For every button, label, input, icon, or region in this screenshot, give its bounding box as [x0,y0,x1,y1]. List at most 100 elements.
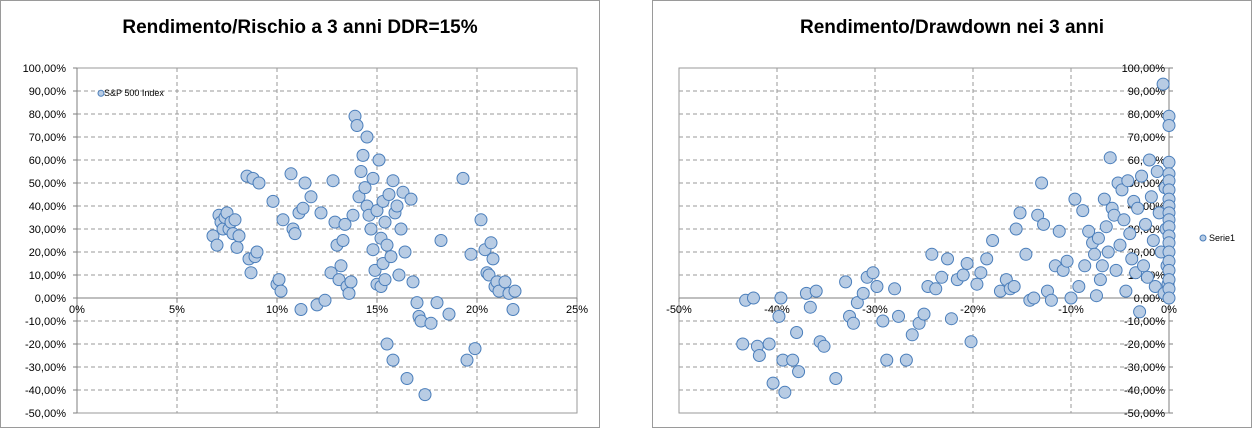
data-point [1089,289,1103,303]
data-point [1035,176,1049,190]
data-point [1060,254,1074,268]
data-point [350,119,364,132]
data-point [486,252,500,266]
data-point [410,296,424,310]
data-point [382,188,396,201]
data-point [1082,224,1096,238]
y-tick-label: 60,00% [29,155,67,167]
data-point [772,309,786,323]
data-point [1097,192,1111,206]
data-point [929,282,943,296]
data-point [870,280,884,293]
data-point [266,194,280,208]
data-point [1093,273,1107,287]
data-point [456,171,470,185]
chart-title: Rendimento/Drawdown nei 3 anni [799,17,1105,38]
data-point [288,227,302,241]
data-point [1037,217,1051,231]
data-point [866,266,880,280]
legend-marker [1199,234,1207,242]
data-point [294,303,308,316]
data-point [334,259,348,273]
data-point [980,252,994,266]
data-point [809,284,823,298]
x-tick-label: 25% [566,304,588,316]
data-point [366,171,380,185]
data-point [803,300,817,314]
data-point [1162,155,1176,169]
data-point [484,236,498,250]
x-tick-label: -10% [1058,304,1084,316]
data-point [274,284,288,298]
chart-panel-drawdown: Rendimento/Drawdown nei 3 anni -50% -40% -… [652,0,1252,428]
data-point [276,213,290,227]
data-point [1076,204,1090,218]
chart-title: Rendimento/Rischio a 3 anni DDR=15% [122,17,478,38]
data-point [899,353,913,367]
data-point [1064,291,1078,305]
data-point [1137,259,1151,273]
data-point [314,206,328,220]
data-point [944,312,958,326]
legend-entry: S&P 500 Index [104,88,164,98]
data-point [378,215,392,229]
data-point [925,247,939,261]
data-point [1156,77,1170,91]
data-point [1135,169,1149,183]
data-point [905,328,919,342]
data-point [342,286,356,300]
data-point [839,275,853,289]
data-point [1078,259,1092,273]
data-point [468,342,482,356]
plot-area [76,67,578,414]
data-point [366,243,380,257]
data-point [380,337,394,351]
data-point [974,266,988,280]
data-point [1162,291,1176,305]
data-point [1150,165,1164,178]
data-point [244,266,258,280]
data-point [790,326,804,339]
data-point [354,165,368,178]
data-point [474,213,488,227]
y-tick-label: 90,00% [29,86,67,98]
data-point [1119,284,1133,298]
data-point [434,234,448,247]
data-point [386,174,400,188]
data-point [346,208,360,222]
data-point [1131,201,1145,215]
y-tick-label: -20,00% [25,339,66,351]
x-tick-label: -50% [666,304,692,316]
data-points [97,89,522,402]
data-point [986,234,1000,247]
data-point [1109,263,1123,277]
data-point [1138,217,1152,231]
data-point [935,270,949,284]
data-point [400,372,414,385]
data-point [964,335,978,349]
data-point [498,275,512,289]
data-point [430,296,444,310]
data-point [1088,247,1102,261]
data-point [272,273,286,287]
data-point [250,245,264,259]
data-point [1099,220,1113,234]
data-point [1162,119,1176,132]
data-point [390,199,404,213]
data-point [1007,280,1021,293]
y-tick-label: 100,00% [23,63,67,75]
data-point [1013,206,1027,220]
data-point [284,167,298,181]
data-point [460,353,474,367]
data-point [344,275,358,289]
data-point [230,240,244,254]
data-point [1148,280,1162,293]
data-point [1117,213,1131,227]
data-point [880,353,894,367]
data-point [960,257,974,270]
data-point [318,293,332,307]
x-tick-label: 0% [69,304,85,316]
data-point [774,291,788,305]
data-point [941,252,955,266]
y-tick-label: -40,00% [25,385,66,397]
